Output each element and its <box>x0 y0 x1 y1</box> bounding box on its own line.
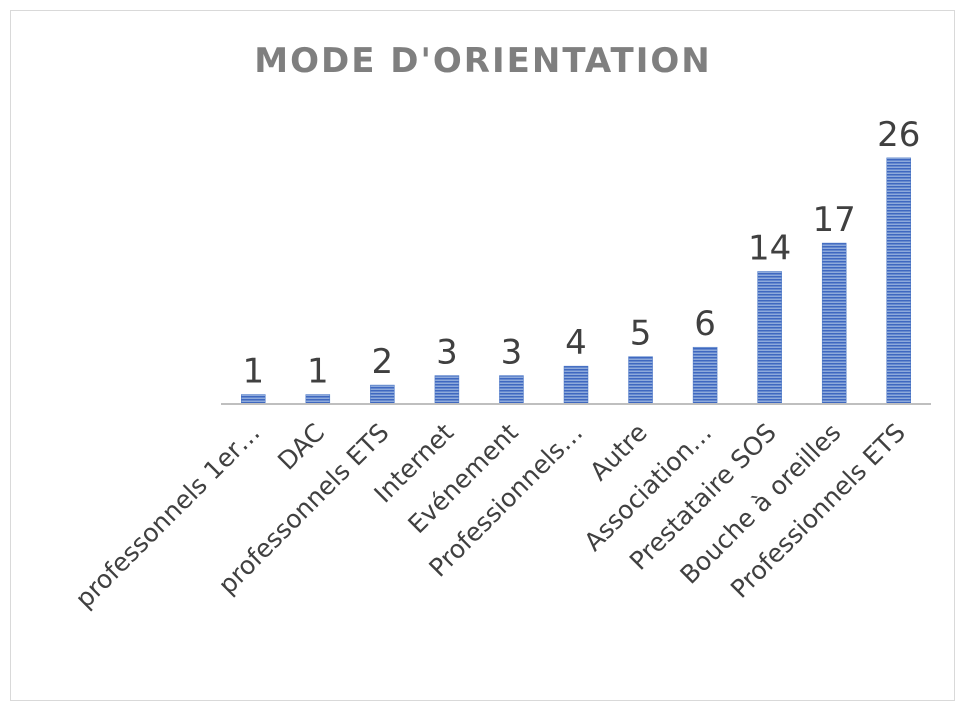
data-label: 3 <box>436 333 458 373</box>
bar <box>563 365 589 405</box>
data-label: 4 <box>565 323 587 363</box>
data-label: 1 <box>307 352 329 392</box>
chart-title: MODE D'ORIENTATION <box>254 41 712 81</box>
bar <box>499 375 524 405</box>
data-label: 1 <box>242 352 264 392</box>
bar <box>305 394 331 405</box>
bar <box>434 375 460 405</box>
data-label: 2 <box>372 342 394 382</box>
bar <box>886 157 911 405</box>
data-label: 5 <box>630 314 652 354</box>
data-label: 17 <box>813 200 856 240</box>
data-label: 26 <box>877 115 920 155</box>
chart-frame <box>10 10 955 701</box>
data-label: 3 <box>501 333 523 373</box>
bar <box>370 384 395 405</box>
bar <box>241 394 266 405</box>
bar <box>821 242 847 405</box>
data-label: 14 <box>748 228 791 268</box>
data-label: 6 <box>694 304 716 344</box>
bar <box>692 346 718 405</box>
bar <box>757 271 782 405</box>
bar <box>628 356 653 405</box>
